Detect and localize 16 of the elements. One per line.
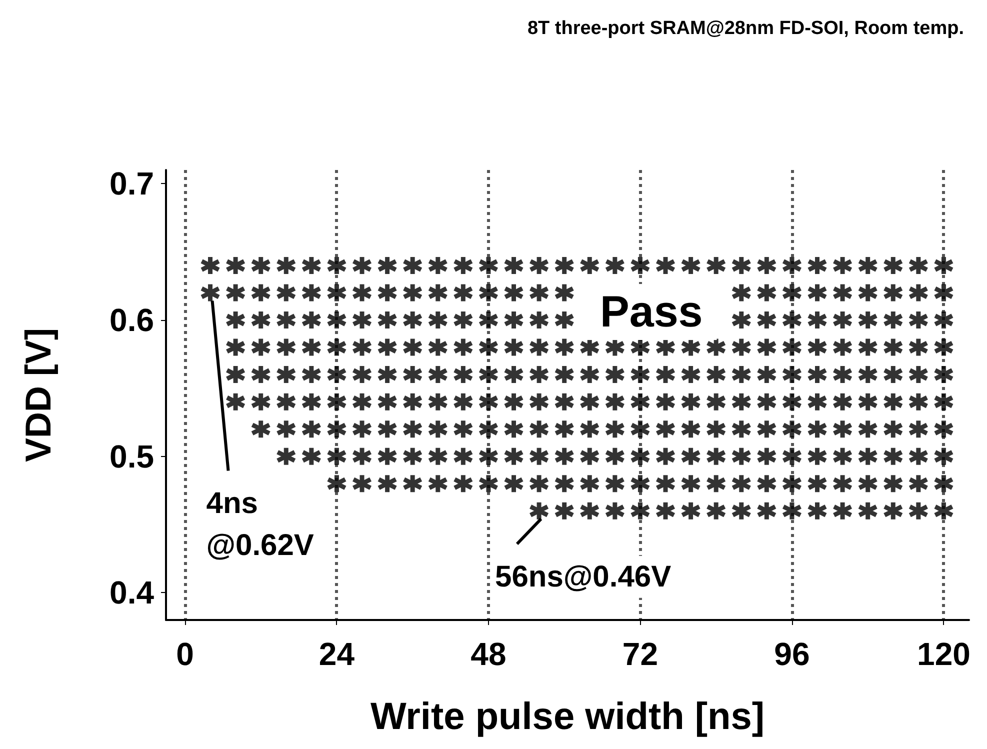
x-tick-label: 120 (917, 636, 970, 672)
y-axis-title: VDD [V] (18, 328, 58, 462)
annotation: 4ns @0.62V (206, 487, 314, 562)
x-tick-label: 0 (176, 636, 194, 672)
x-axis-title: Write pulse width [ns] (370, 696, 765, 738)
x-tick-label: 96 (774, 636, 810, 672)
y-tick-label: 0.7 (110, 166, 154, 202)
x-tick-label: 48 (470, 636, 506, 672)
x-tick-label: 24 (318, 636, 355, 672)
y-tick-label: 0.4 (110, 574, 154, 611)
y-tick-label: 0.5 (110, 438, 154, 474)
x-tick-label: 72 (622, 636, 658, 672)
annotation: 56ns@0.46V (495, 560, 672, 594)
annotation: Pass (600, 288, 703, 336)
chart-title: 8T three-port SRAM@28nm FD-SOI, Room temp. (527, 18, 964, 39)
y-tick-label: 0.6 (110, 302, 154, 338)
